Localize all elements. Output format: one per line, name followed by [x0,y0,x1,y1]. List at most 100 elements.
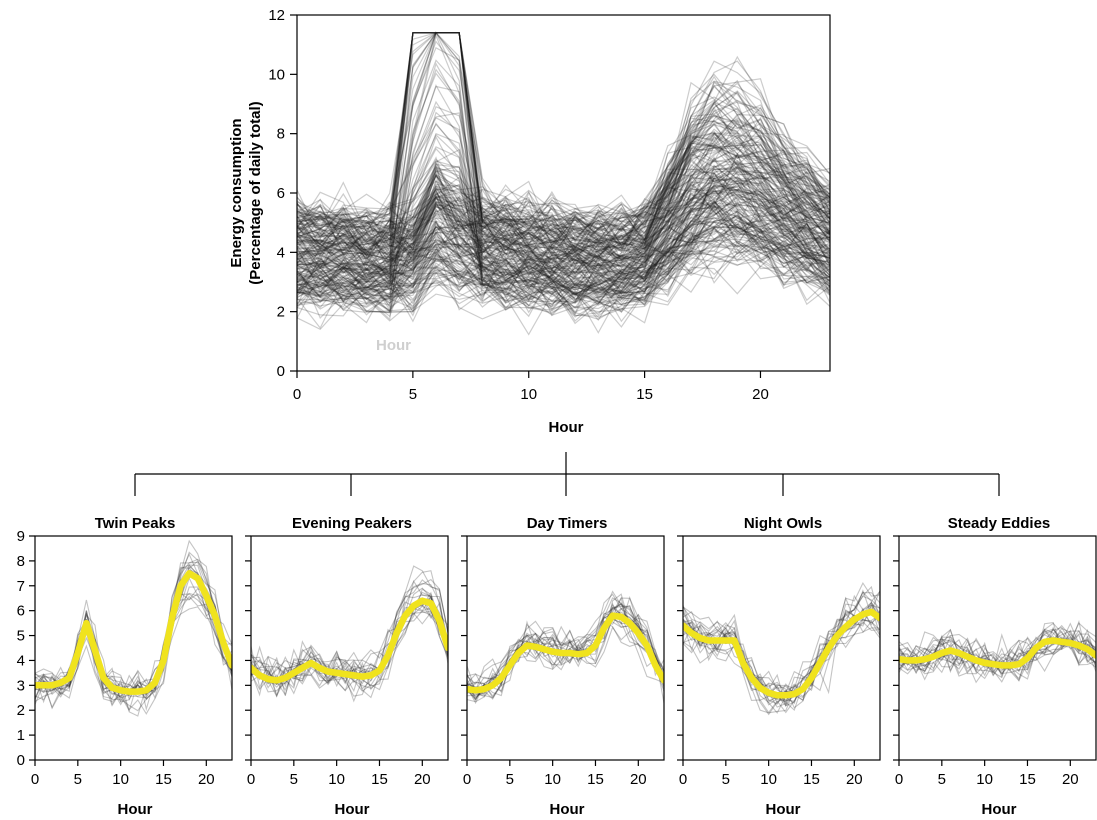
top-trace-line [296,152,831,292]
top-trace-line [296,136,831,272]
panel-trace-line [899,636,1096,675]
top-trace-line [296,212,831,318]
top-trace-line [296,186,831,319]
panel-trace-line [251,594,448,703]
top-trace-line [296,177,831,276]
top-trace-line [296,114,831,263]
top-trace-line [296,144,831,253]
top-trace-line [296,220,831,290]
top-trace-line [296,162,831,282]
top-trace-line [296,81,831,251]
top-trace-line [296,167,831,288]
top-trace-line [296,162,831,300]
top-trace-line [296,223,831,290]
panel-x-tick-label: 5 [74,771,82,788]
top-trace-line [296,31,831,283]
panel-y-tick-label: 7 [17,578,25,595]
top-trace-line [296,136,831,239]
top-trace-line [296,113,831,261]
top-trace-line [296,171,831,281]
top-trace-line [296,32,831,262]
top-trace-line [296,106,831,258]
top-trace-line [296,32,831,286]
panel-trace-line [251,579,448,692]
top-trace-line [296,122,831,264]
top-trace-line [296,202,831,300]
top-trace-line [296,132,831,268]
top-trace-line [296,210,831,336]
top-trace-line [296,214,831,331]
top-trace-line [296,79,831,250]
panel-trace-line [683,592,880,692]
panel-trace-group [899,619,1096,684]
panel-trace-line [35,588,232,712]
top-trace-line [296,32,831,279]
top-trace-line [296,132,831,303]
panel-y-tick-label: 2 [17,702,25,719]
top-trace-line [296,217,831,311]
panel-x-tick-label: 0 [895,771,903,788]
top-trace-line [296,158,831,259]
panel-trace-line [899,642,1096,682]
top-trace-line [296,30,831,292]
panel-trace-line [683,596,880,714]
top-trace-line [296,183,831,286]
top-trace-line [296,32,831,254]
top-trace-line [296,191,831,272]
panel-trace-line [683,611,880,708]
panel-x-tick-label: 0 [463,771,471,788]
top-trace-line [296,189,831,309]
top-trace-line [296,32,831,255]
panel-trace-line [467,596,664,699]
top-trace-line [296,32,831,240]
top-trace-line [296,148,831,302]
panel-y-tick-label: 6 [17,603,25,620]
top-trace-line [296,219,831,307]
top-trace-line [296,200,831,297]
top-trace-line [296,246,831,314]
top-trace-line [296,68,831,321]
top-trace-line [296,197,831,297]
panel-trace-line [251,595,448,677]
cluster-mean-line [683,608,880,699]
top-trace-line [296,32,831,235]
top-trace-line [296,230,831,317]
top-trace-line [296,141,831,249]
top-trace-line [296,32,831,248]
panel-x-tick-label: 0 [247,771,255,788]
panel-x-tick-label: 15 [371,771,388,788]
top-trace-line [296,32,831,254]
top-x-tick-label: 10 [520,386,537,403]
panel-trace-line [35,593,232,695]
panel-1-x-axis-title: Hour [118,801,153,818]
top-trace-line [296,103,831,249]
top-trace-line [296,170,831,269]
cluster-panel: 0 5 10 15 20 [677,535,881,788]
top-trace-line [296,204,831,314]
cluster-panel: 0 5 10 15 20 [245,535,449,788]
panel-x-tick-label: 15 [587,771,604,788]
panel-y-tick-label: 9 [17,528,25,545]
top-trace-line [296,124,831,256]
panel-plot-frame [466,535,665,761]
top-x-axis-title: Hour [549,419,584,436]
top-trace-line [296,239,831,325]
top-trace-line [296,60,831,246]
top-y-tick-label: 12 [268,7,285,24]
top-axis-ticks: 0 2 4 6 8 10 12 0 5 10 15 20 [268,7,769,403]
panel-title-twin-peaks: Twin Peaks [95,515,176,532]
top-trace-line [296,172,831,270]
panel-x-tick-label: 10 [976,771,993,788]
top-trace-line [296,60,831,237]
top-y-tick-label: 4 [277,244,285,261]
top-trace-line [296,32,831,248]
panel-3-x-axis-title: Hour [550,801,585,818]
top-trace-line [296,196,831,277]
top-trace-line [296,147,831,253]
top-trace-line [296,165,831,260]
panel-title-day-timers: Day Timers [527,515,608,532]
top-trace-line [296,188,831,267]
top-trace-line [296,31,831,270]
top-trace-line [296,72,831,306]
top-trace-line [296,123,831,334]
